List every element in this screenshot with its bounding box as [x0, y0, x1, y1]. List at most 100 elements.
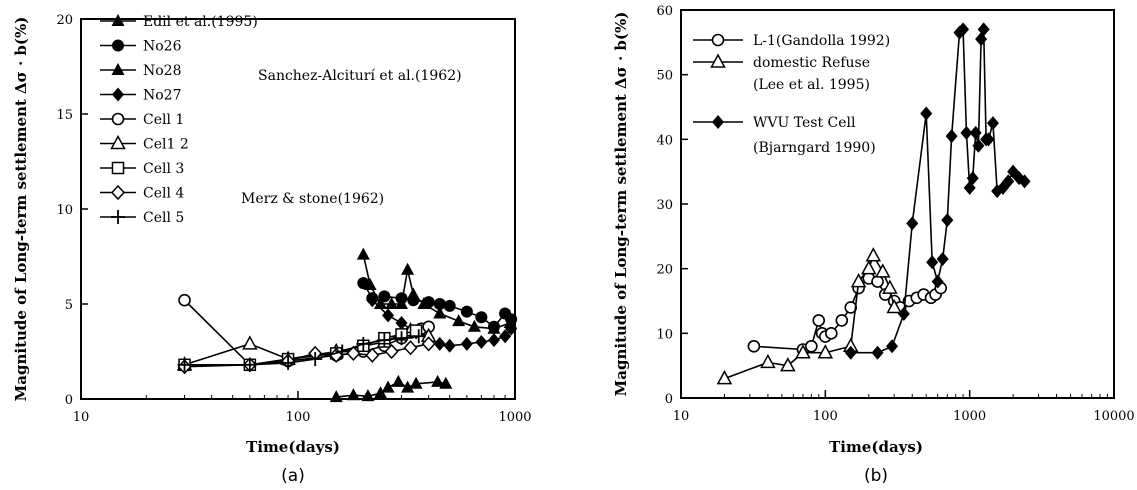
data-point [871, 345, 884, 360]
series-2 [844, 22, 1031, 360]
data-point [409, 376, 423, 389]
panel-b-x-ticks: 10 100 1000 10000 [673, 390, 1135, 424]
y-tick-label: 0 [665, 392, 673, 407]
legend-a-entry: Cell 3 [100, 161, 184, 177]
data-point [374, 386, 388, 399]
data-point [882, 279, 898, 294]
legend-b-entry: (Bjarngard 1990) [753, 140, 876, 156]
data-point [363, 278, 377, 290]
legend-marker [711, 33, 725, 47]
data-point [886, 339, 899, 354]
data-point [835, 314, 849, 327]
x-tick-label: 10 [73, 410, 90, 425]
data-point [871, 275, 884, 288]
data-point [487, 321, 501, 334]
data-point [242, 335, 258, 350]
data-point [439, 376, 453, 389]
data-point [467, 319, 481, 332]
panel-a-caption: (a) [281, 466, 305, 486]
legend-b-entry: L-1(Gandolla 1992) [693, 33, 890, 49]
data-point [346, 345, 361, 362]
data-point [875, 263, 891, 278]
data-point [960, 125, 973, 140]
panel-b-plot-frame [680, 9, 1115, 399]
legend-a-entry: Cell 4 [100, 184, 184, 202]
data-point [817, 344, 834, 359]
data-point [865, 247, 882, 262]
legend-label: Cell 1 [143, 112, 184, 128]
data-point [281, 355, 296, 370]
data-point [361, 389, 375, 402]
y-tick-label: 50 [656, 69, 673, 84]
series-0 [329, 374, 453, 403]
data-point [897, 306, 910, 321]
legend-label: No26 [143, 39, 182, 55]
data-point [242, 357, 257, 372]
data-point [329, 390, 343, 403]
panel-b-y-axis-label: Magnitude of Long-term settlement Δσ · b… [612, 12, 630, 397]
y-tick-label: 60 [656, 4, 673, 19]
data-point [795, 344, 811, 359]
panel-b-legend: L-1(Gandolla 1992) domestic Refuse (Lee et… [693, 33, 890, 156]
data-point [417, 297, 431, 309]
series-2 [356, 247, 517, 334]
data-point [391, 374, 405, 387]
panel-b-y-ticks: 0 10 20 30 40 50 60 [656, 4, 688, 407]
data-point [977, 22, 990, 37]
data-point [505, 321, 518, 336]
y-tick-label: 40 [656, 133, 673, 148]
legend-label: L-1(Gandolla 1992) [753, 33, 890, 49]
data-point [395, 297, 409, 309]
data-point [443, 338, 456, 353]
panel-a-annotation-sanchez: Sanchez-Alciturí et al.(1962) [258, 68, 462, 84]
data-point [381, 380, 395, 393]
data-point [931, 274, 944, 289]
data-point [366, 293, 379, 308]
legend-label: Edil et al.(1995) [143, 14, 258, 30]
data-point [335, 344, 350, 359]
data-point [409, 324, 423, 337]
data-point [844, 345, 857, 360]
panel-a-x-ticks: 10 100 1000 [73, 391, 532, 425]
y-tick-label: 10 [56, 203, 73, 218]
legend-marker [111, 14, 125, 26]
data-point [969, 125, 982, 140]
data-point [401, 380, 415, 393]
panel-b-series [716, 22, 1031, 385]
y-tick-label: 30 [656, 198, 673, 213]
legend-a-entry: No28 [100, 63, 182, 79]
panel-a-y-ticks: 0 5 10 15 20 [56, 13, 88, 408]
data-point [850, 273, 867, 288]
series-0 [747, 272, 948, 356]
data-point [499, 329, 512, 344]
legend-a-entry: No26 [100, 39, 182, 55]
legend-marker [111, 210, 125, 224]
data-point [986, 116, 999, 131]
y-tick-label: 20 [656, 263, 673, 278]
data-point [346, 388, 360, 401]
legend-marker [112, 39, 124, 52]
x-tick-label: 100 [286, 410, 311, 425]
legend-marker [110, 134, 126, 150]
legend-marker [111, 161, 125, 175]
x-tick-label: 10000 [1093, 409, 1134, 424]
legend-label: Cel1 2 [143, 137, 189, 153]
legend-label: WVU Test Cell [753, 115, 856, 131]
legend-a-entry: No27 [100, 87, 182, 104]
panel-a-annotation-merz: Merz & stone(1962) [241, 191, 384, 207]
legend-a-entry: Cel1 2 [100, 134, 189, 153]
data-point [945, 129, 958, 144]
data-point [308, 352, 323, 367]
data-point [812, 314, 826, 327]
legend-marker [112, 87, 124, 102]
data-point [982, 132, 995, 147]
series-line [753, 277, 942, 351]
legend-label: (Bjarngard 1990) [753, 140, 876, 156]
data-point [1013, 171, 1026, 186]
data-point [926, 255, 939, 270]
data-point [356, 247, 370, 260]
legend-label: Cell 4 [143, 186, 184, 202]
data-point [957, 22, 970, 37]
data-point [377, 333, 392, 348]
